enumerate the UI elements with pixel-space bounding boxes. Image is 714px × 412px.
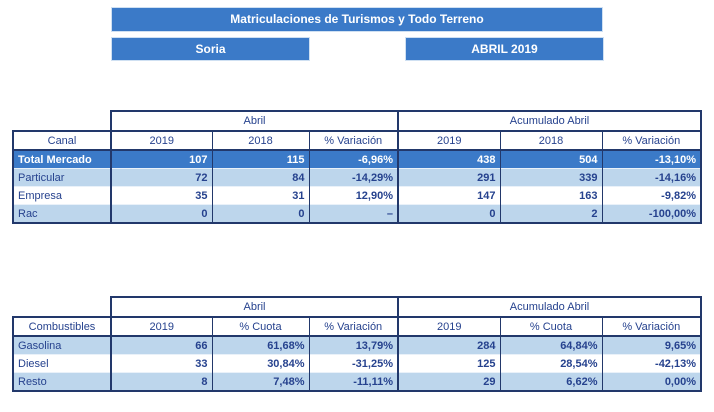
group-header-cell: Abril — [110, 296, 399, 318]
column-header-cell: % Variación — [601, 130, 703, 151]
value-cell: 2 — [499, 204, 603, 224]
value-cell: -31,25% — [308, 354, 399, 373]
row-label: Rac — [12, 204, 112, 224]
row-label: Particular — [12, 168, 112, 187]
column-header-row: Combustibles 2019% Cuota% Variación 2019% … — [12, 316, 703, 337]
value-cell: 339 — [499, 168, 603, 187]
row-label: Total Mercado — [12, 149, 112, 169]
group-header-cell: Abril — [110, 110, 399, 132]
region-label: Soria — [195, 42, 226, 56]
period-bar: ABRIL 2019 — [406, 38, 603, 60]
value-cell: -100,00% — [601, 204, 703, 224]
value-cell: -9,82% — [601, 186, 703, 205]
column-header-cell: % Variación — [308, 130, 399, 151]
table-row: Rac 0 0–0 2 -100,00% — [12, 204, 703, 224]
column-header-cell: 2018 — [211, 130, 310, 151]
column-header-row: Canal 2019 2018% Variación 2019 2018% Variac… — [12, 130, 703, 151]
column-header-cell: % Cuota — [211, 316, 310, 337]
value-cell: 12,90% — [308, 186, 399, 205]
empty-corner-cell — [13, 297, 111, 317]
value-cell: -6,96% — [308, 149, 399, 169]
row-label: Diesel — [12, 354, 112, 373]
group-header-cell: Acumulado Abril — [396, 296, 703, 318]
value-cell: 13,79% — [308, 335, 399, 355]
column-header-cell: Canal — [12, 130, 112, 151]
combustibles-table: Abril Acumulado Abril Combustibles 2019% Cu… — [12, 296, 703, 392]
value-cell: 61,68% — [211, 335, 310, 355]
value-cell: 0 — [110, 204, 213, 224]
row-label: Gasolina — [12, 335, 112, 355]
column-header-cell: 2019 — [397, 130, 501, 151]
group-header-row: Abril Acumulado Abril — [13, 296, 703, 318]
period-label: ABRIL 2019 — [471, 42, 538, 56]
value-cell: -14,29% — [308, 168, 399, 187]
value-cell: 30,84% — [211, 354, 310, 373]
value-cell: 107 — [110, 149, 213, 169]
group-header-row: Abril Acumulado Abril — [13, 110, 703, 132]
column-header-cell: 2019 — [397, 316, 501, 337]
table-row: Resto 8 7,48% -11,11% 29 6,62% 0,00% — [12, 372, 703, 392]
column-header-cell: 2019 — [110, 316, 213, 337]
table-row: Particular 72 84 -14,29% 291 339 -14,16% — [12, 168, 703, 187]
value-cell: 29 — [397, 372, 501, 392]
value-cell: 291 — [397, 168, 501, 187]
value-cell: 284 — [397, 335, 501, 355]
row-label: Resto — [12, 372, 112, 392]
table-row: Gasolina 66 61,68% 13,79% 284 64,84% 9,65% — [12, 335, 703, 355]
value-cell: 0 — [211, 204, 310, 224]
value-cell: -14,16% — [601, 168, 703, 187]
value-cell: -42,13% — [601, 354, 703, 373]
combustibles-table-container: Abril Acumulado Abril Combustibles 2019% Cu… — [12, 296, 703, 392]
region-bar: Soria — [112, 38, 309, 60]
canal-table: Abril Acumulado Abril Canal 2019 2018% Varia… — [12, 110, 703, 224]
value-cell: 438 — [397, 149, 501, 169]
value-cell: -13,10% — [601, 149, 703, 169]
column-header-cell: % Variación — [308, 316, 399, 337]
value-cell: 0,00% — [601, 372, 703, 392]
column-header-cell: 2019 — [110, 130, 213, 151]
column-header-cell: % Cuota — [499, 316, 603, 337]
value-cell: 163 — [499, 186, 603, 205]
value-cell: 72 — [110, 168, 213, 187]
value-cell: 28,54% — [499, 354, 603, 373]
report-title-bar: Matriculaciones de Turismos y Todo Terre… — [112, 8, 602, 31]
value-cell: 7,48% — [211, 372, 310, 392]
column-header-cell: Combustibles — [12, 316, 112, 337]
value-cell: 64,84% — [499, 335, 603, 355]
value-cell: – — [308, 204, 399, 224]
value-cell: 33 — [110, 354, 213, 373]
value-cell: 9,65% — [601, 335, 703, 355]
value-cell: 66 — [110, 335, 213, 355]
value-cell: 0 — [397, 204, 501, 224]
value-cell: 31 — [211, 186, 310, 205]
value-cell: -11,11% — [308, 372, 399, 392]
value-cell: 115 — [211, 149, 310, 169]
group-header-cell: Acumulado Abril — [396, 110, 703, 132]
value-cell: 6,62% — [499, 372, 603, 392]
table-row: Empresa 35 31 12,90% 147 163 -9,82% — [12, 186, 703, 205]
column-header-cell: 2018 — [499, 130, 603, 151]
value-cell: 147 — [397, 186, 501, 205]
value-cell: 84 — [211, 168, 310, 187]
value-cell: 504 — [499, 149, 603, 169]
row-label: Empresa — [12, 186, 112, 205]
value-cell: 8 — [110, 372, 213, 392]
value-cell: 35 — [110, 186, 213, 205]
column-header-cell: % Variación — [601, 316, 703, 337]
empty-corner-cell — [13, 111, 111, 131]
report-title: Matriculaciones de Turismos y Todo Terre… — [230, 12, 484, 26]
canal-table-container: Abril Acumulado Abril Canal 2019 2018% Varia… — [12, 110, 703, 224]
table-row: Total Mercado 107 115 -6,96% 438 504 -13,10% — [12, 149, 703, 169]
table-row: Diesel 33 30,84% -31,25% 125 28,54% -42,13% — [12, 354, 703, 373]
value-cell: 125 — [397, 354, 501, 373]
